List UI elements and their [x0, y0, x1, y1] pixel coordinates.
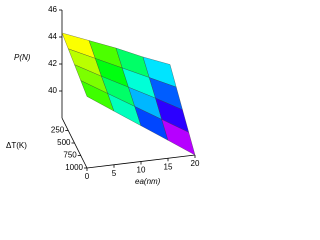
x-tick-label: 20 [191, 159, 200, 168]
x-tick-label: 0 [85, 172, 90, 181]
z-tick-label: 42 [48, 59, 57, 68]
surface-patch [161, 119, 196, 156]
x-tick-label: 5 [112, 169, 117, 178]
z-tick-label: 40 [48, 86, 57, 95]
y-tick-label: 500 [57, 138, 71, 147]
z-tick-label: 44 [48, 32, 57, 41]
x-tick-label: 10 [137, 166, 146, 175]
x-tick-label: 15 [164, 162, 173, 171]
chart: P(N) ΔT(K) ea(nm) 40 42 44 46 250 500 750 10000… [6, 5, 200, 186]
z-tick-label: 46 [48, 5, 57, 14]
y-tick-label: 1000 [65, 163, 83, 172]
y-axis-title: ΔT(K) [6, 141, 27, 150]
x-axis-title: ea(nm) [135, 177, 161, 186]
y-tick-label: 750 [63, 151, 77, 160]
z-axis-title: P(N) [14, 53, 31, 62]
y-tick-label: 250 [51, 126, 65, 135]
